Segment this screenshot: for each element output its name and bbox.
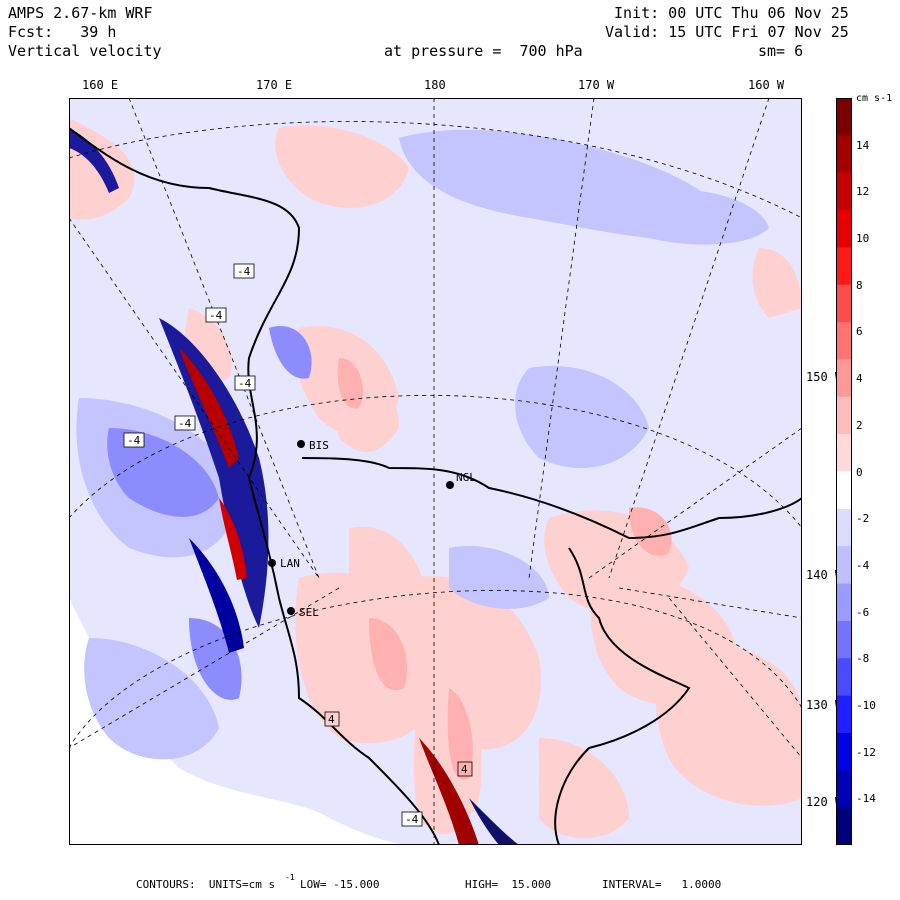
colorbar-tick-label: 2 bbox=[856, 418, 863, 432]
contour-label: -4 bbox=[238, 377, 252, 390]
graticule bbox=[69, 98, 802, 845]
colorbar-swatch bbox=[836, 546, 852, 585]
domain-outside bbox=[69, 598, 409, 845]
contour-label: -4 bbox=[209, 309, 223, 322]
colorbar-tick-label: 6 bbox=[856, 325, 863, 339]
station-marker-sel bbox=[287, 607, 295, 615]
footer-low: LOW= -15.000 bbox=[300, 878, 380, 891]
colorbar-tick-label: 4 bbox=[856, 372, 863, 386]
colorbar-swatch bbox=[836, 695, 852, 734]
colorbar-swatch bbox=[836, 359, 852, 398]
colorbar-tick-label: 12 bbox=[856, 185, 870, 199]
footer-units-exponent: -1 bbox=[285, 873, 295, 882]
colorbar-swatch bbox=[836, 807, 852, 845]
station-label-ngl: NGL bbox=[456, 471, 476, 484]
coastline bbox=[69, 127, 802, 845]
colorbar-units: cm s-1 bbox=[856, 93, 893, 104]
footer-contours: CONTOURS: UNITS=cm s bbox=[136, 878, 276, 891]
colorbar-tick-label: -10 bbox=[856, 698, 876, 712]
colorbar-tick-label: 10 bbox=[856, 232, 870, 246]
contour-label: 4 bbox=[328, 713, 335, 726]
colorbar-swatch bbox=[836, 135, 852, 174]
colorbar-swatch bbox=[836, 620, 852, 659]
station-marker-lan bbox=[268, 559, 276, 567]
station-label-sel: SEL bbox=[299, 606, 319, 619]
colorbar-frame bbox=[836, 98, 852, 845]
map-frame bbox=[69, 98, 802, 845]
colorbar-tick-label: -14 bbox=[856, 792, 876, 806]
contour-label: -4 bbox=[405, 813, 419, 826]
forecast-hour: Fcst: 39 h bbox=[8, 23, 117, 41]
colorbar-swatch bbox=[836, 396, 852, 435]
footer-interval: INTERVAL= 1.0000 bbox=[602, 878, 722, 891]
colorbar-swatch bbox=[836, 770, 852, 809]
pink-field bbox=[69, 118, 802, 839]
lat-label-130w: 130 W bbox=[806, 698, 843, 712]
model-title: AMPS 2.67-km WRF bbox=[8, 4, 153, 22]
lon-label-170e: 170 E bbox=[256, 78, 293, 92]
colorbar-swatch bbox=[836, 284, 852, 323]
lon-label-160e: 160 E bbox=[82, 78, 119, 92]
colorbar-swatch bbox=[836, 98, 852, 136]
colorbar-swatch bbox=[836, 508, 852, 547]
station-label-lan: LAN bbox=[280, 557, 300, 570]
lon-label-180: 180 bbox=[424, 78, 446, 92]
colorbar-tick-label: -6 bbox=[856, 605, 870, 619]
colorbar-tick-label: 8 bbox=[856, 278, 863, 292]
colorbar-swatch bbox=[836, 658, 852, 697]
colorbar-tick-label: -8 bbox=[856, 652, 870, 666]
field-name: Vertical velocity bbox=[8, 42, 162, 60]
lat-label-140w: 140 W bbox=[806, 568, 843, 582]
colorbar-tick-label: -2 bbox=[856, 512, 870, 526]
colorbar-swatch bbox=[836, 172, 852, 211]
station-label-bis: BIS bbox=[309, 439, 329, 452]
lat-label-120w: 120 W bbox=[806, 795, 843, 809]
colorbar-swatch bbox=[836, 732, 852, 771]
init-time: Init: 00 UTC Thu 06 Nov 25 bbox=[614, 4, 849, 22]
footer-high: HIGH= 15.000 bbox=[465, 878, 552, 891]
colorbar-swatch bbox=[836, 247, 852, 286]
lon-label-160w: 160 W bbox=[748, 78, 785, 92]
pink-field-strong bbox=[337, 358, 672, 780]
stations: BIS NGL LAN SEL bbox=[268, 439, 476, 619]
vertical-velocity-map: BIS NGL LAN SEL -4 -4 -4 -4 4 4 -4 -4 bbox=[69, 98, 802, 845]
colorbar-tick-label: 14 bbox=[856, 138, 870, 152]
smoothing: sm= 6 bbox=[758, 42, 804, 60]
pressure-level: at pressure = 700 hPa bbox=[384, 42, 583, 60]
valid-time: Valid: 15 UTC Fri 07 Nov 25 bbox=[605, 23, 849, 41]
contour-label: -4 bbox=[127, 434, 141, 447]
colorbar-tick-label: -4 bbox=[856, 558, 870, 572]
lat-label-150w: 150 W bbox=[806, 370, 843, 384]
colorbar-swatch bbox=[836, 583, 852, 622]
colorbar-tick-label: 0 bbox=[856, 465, 863, 479]
lon-label-170w: 170 W bbox=[578, 78, 615, 92]
colorbar-swatch bbox=[836, 471, 852, 510]
colorbar-swatch bbox=[836, 434, 852, 472]
contour-label: 4 bbox=[461, 763, 468, 776]
colorbar-tick-label: -12 bbox=[856, 745, 876, 759]
station-marker-bis bbox=[297, 440, 305, 448]
contour-label: -4 bbox=[237, 265, 251, 278]
contour-label: -4 bbox=[178, 417, 192, 430]
station-marker-ngl bbox=[446, 481, 454, 489]
contour-labels: -4 -4 -4 -4 4 4 -4 -4 bbox=[123, 263, 473, 827]
colorbar-swatch bbox=[836, 322, 852, 360]
colorbar bbox=[836, 98, 852, 845]
colorbar-swatch bbox=[836, 210, 852, 248]
